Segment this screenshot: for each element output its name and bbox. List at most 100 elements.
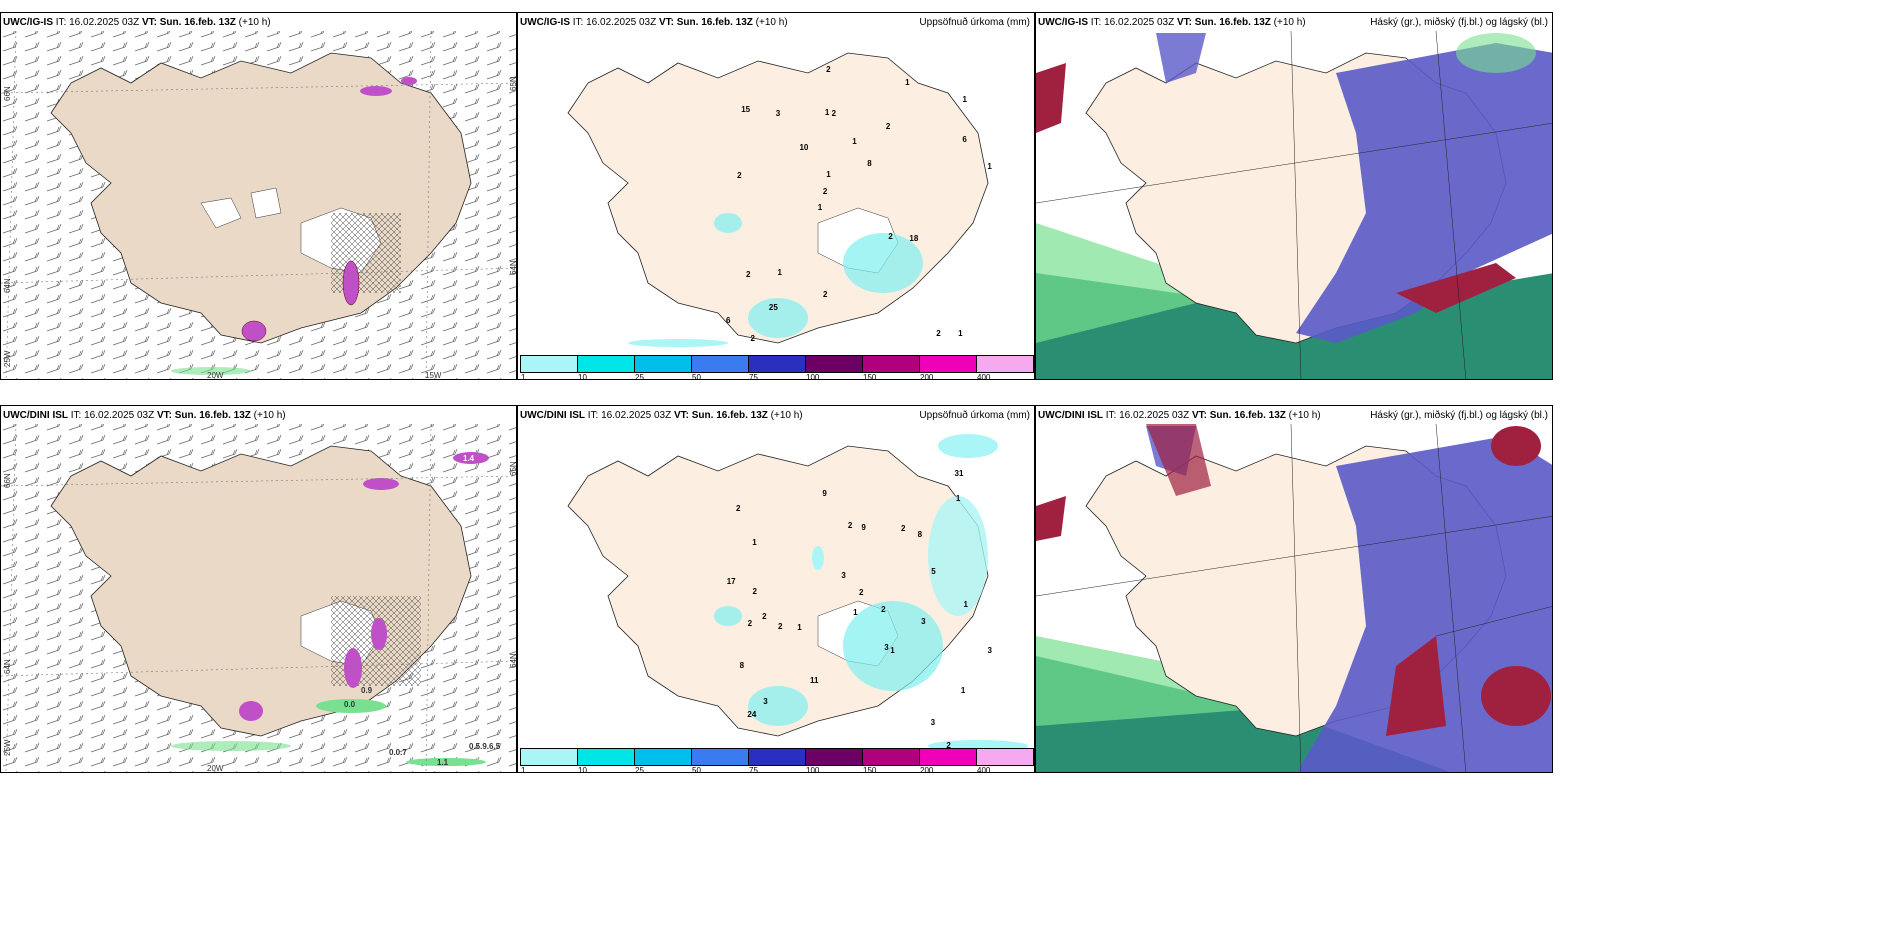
legend-swatch bbox=[862, 355, 920, 373]
precip-value-label: 2 bbox=[736, 503, 741, 513]
legend-tick: 25 bbox=[635, 373, 644, 380]
precip-value-label: 2 bbox=[946, 740, 951, 750]
legend-swatch bbox=[520, 355, 578, 373]
wind-map bbox=[1, 30, 516, 379]
legend-tick: 50 bbox=[692, 373, 701, 380]
precip-legend bbox=[520, 355, 1034, 373]
precip-value-label: 3 bbox=[841, 571, 846, 581]
precip-value-label: 11 bbox=[809, 675, 819, 685]
precip-value-label: 1 bbox=[905, 77, 910, 87]
precip-value-label: 3 bbox=[763, 697, 768, 707]
precip-value-label: 6 bbox=[962, 135, 967, 145]
pressure-value: 1.4 bbox=[463, 454, 475, 463]
precip-value-label: 1 bbox=[826, 169, 831, 179]
wind-map bbox=[1, 423, 516, 772]
legend-swatch bbox=[634, 355, 692, 373]
pressure-value: 0.0 bbox=[344, 700, 356, 709]
precip-value-label: 2 bbox=[885, 122, 891, 132]
legend-swatch bbox=[805, 355, 863, 373]
lat-label: 64N bbox=[509, 653, 517, 668]
lat-label: 64N bbox=[3, 659, 12, 674]
legend-tick: 1 bbox=[521, 766, 526, 773]
legend-swatch bbox=[919, 748, 977, 766]
precip-value-label: 2 bbox=[822, 186, 828, 196]
lat-label: 65N bbox=[509, 76, 517, 91]
precip-value-label: 2 bbox=[822, 289, 828, 299]
legend-swatch bbox=[691, 355, 749, 373]
precip-value-label: 8 bbox=[867, 158, 872, 168]
legend-tick: 10 bbox=[578, 766, 587, 773]
precip-value-label: 1 bbox=[958, 328, 963, 338]
precip-value-label: 6 bbox=[726, 315, 731, 325]
legend-swatch bbox=[976, 355, 1034, 373]
legend-tick: 75 bbox=[749, 373, 758, 380]
precip-value-label: 2 bbox=[752, 586, 757, 596]
precip-value-label: 2 bbox=[831, 108, 837, 118]
precip-value-label: 18 bbox=[909, 233, 919, 243]
precip-value-label: 2 bbox=[762, 612, 767, 622]
lat-label: 65N bbox=[509, 461, 517, 476]
precip-value-label: 1 bbox=[853, 607, 858, 617]
precip-value-label: 2 bbox=[859, 588, 864, 598]
precip-value-label: 1 bbox=[817, 203, 823, 213]
precip-value-label: 1 bbox=[777, 267, 782, 277]
legend-tick: 100 bbox=[806, 373, 820, 380]
precip-value-label: 2 bbox=[750, 333, 755, 343]
legend-swatch bbox=[862, 748, 920, 766]
precip-value-label: 3 bbox=[921, 617, 926, 627]
lat-label: 64N bbox=[3, 278, 12, 293]
precip-value-label: 1 bbox=[824, 107, 830, 117]
precip-value-label: 10 bbox=[799, 143, 809, 153]
precip-value-label: 2 bbox=[936, 328, 941, 338]
lat-label: 66N bbox=[3, 86, 12, 101]
panel-wind-igis: UWC/IG-IS IT: 16.02.2025 03Z VT: Sun. 16… bbox=[0, 12, 517, 380]
precip-value-label: 15 bbox=[741, 105, 751, 115]
precip-value-label: 3 bbox=[775, 109, 781, 118]
precip-value-label: 8 bbox=[739, 661, 745, 671]
panel-cloud-igis: UWC/IG-IS IT: 16.02.2025 03Z VT: Sun. 16… bbox=[1035, 12, 1553, 380]
precip-value-label: 1 bbox=[987, 161, 992, 171]
legend-tick: 400 bbox=[977, 373, 991, 380]
legend-swatch bbox=[577, 355, 635, 373]
legend-tick: 200 bbox=[920, 373, 934, 380]
panel-cloud-dini: UWC/DINI ISL IT: 16.02.2025 03Z VT: Sun.… bbox=[1035, 405, 1553, 773]
precip-value-label: 2 bbox=[745, 269, 751, 279]
precip-legend bbox=[520, 748, 1034, 766]
precip-value-label: 2 bbox=[747, 619, 753, 629]
legend-tick: 150 bbox=[863, 766, 877, 773]
legend-swatch bbox=[805, 748, 863, 766]
panel-title: UWC/DINI ISL IT: 16.02.2025 03Z VT: Sun.… bbox=[3, 410, 286, 421]
lat-label: 25W bbox=[3, 739, 12, 756]
panel-title: UWC/IG-IS IT: 16.02.2025 03Z VT: Sun. 16… bbox=[1038, 17, 1306, 28]
legend-swatch bbox=[976, 748, 1034, 766]
precip-value-label: 9 bbox=[822, 488, 827, 498]
lat-label: 25W bbox=[3, 350, 12, 367]
precip-value-label: 2 bbox=[737, 171, 742, 181]
precip-value-label: 3 bbox=[884, 643, 889, 653]
panel-subtitle: Háský (gr.), miðský (fj.bl.) og lágský (… bbox=[1370, 17, 1548, 28]
panel-precip-igis: UWC/IG-IS IT: 16.02.2025 03Z VT: Sun. 16… bbox=[517, 12, 1035, 380]
precip-value-label: 5 bbox=[931, 566, 936, 576]
legend-tick: 150 bbox=[863, 373, 877, 380]
precip-value-label: 2 bbox=[901, 523, 906, 533]
panel-wind-dini: UWC/DINI ISL IT: 16.02.2025 03Z VT: Sun.… bbox=[0, 405, 517, 773]
legend-tick: 200 bbox=[920, 766, 934, 773]
cloud-map bbox=[1036, 30, 1552, 379]
precip-value-label: 1 bbox=[752, 537, 757, 547]
pressure-value: 0.0.7 bbox=[389, 748, 407, 757]
cloud-map bbox=[1036, 423, 1552, 772]
legend-swatch bbox=[577, 748, 635, 766]
precip-value-label: 2 bbox=[881, 604, 886, 614]
precip-value-label: 2 bbox=[847, 521, 853, 531]
precip-value-label: 1 bbox=[890, 645, 895, 655]
legend-swatch bbox=[919, 355, 977, 373]
lon-label: 20W bbox=[207, 764, 224, 773]
legend-swatch bbox=[691, 748, 749, 766]
legend-tick: 100 bbox=[806, 766, 820, 773]
legend-tick: 75 bbox=[749, 766, 758, 773]
lon-label: 20W bbox=[207, 371, 224, 380]
pressure-value: 1.1 bbox=[437, 758, 449, 767]
precip-value-label: 1 bbox=[797, 622, 802, 632]
legend-tick: 50 bbox=[692, 766, 701, 773]
precip-value-label: 25 bbox=[768, 303, 778, 313]
